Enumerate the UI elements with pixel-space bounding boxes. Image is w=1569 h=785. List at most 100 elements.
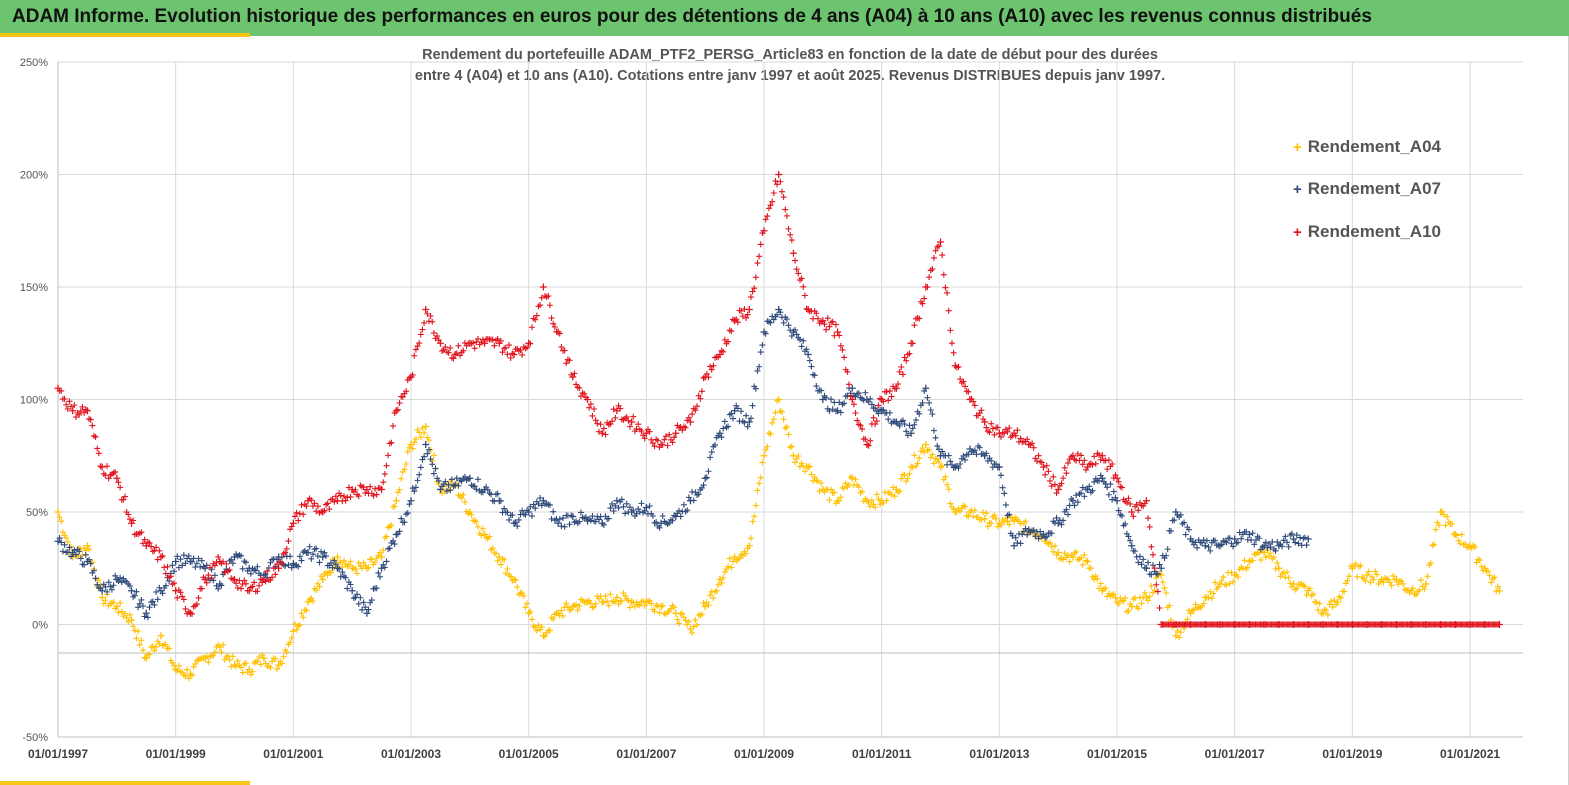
data-point bbox=[701, 474, 709, 482]
data-point bbox=[1146, 523, 1153, 530]
data-point bbox=[504, 566, 511, 573]
data-point bbox=[218, 582, 225, 589]
data-point bbox=[829, 406, 836, 413]
data-point bbox=[651, 608, 658, 615]
data-point bbox=[383, 558, 390, 565]
data-point bbox=[182, 673, 189, 680]
data-point bbox=[922, 384, 930, 392]
data-point bbox=[1091, 453, 1098, 460]
data-point bbox=[783, 212, 790, 219]
data-point bbox=[589, 412, 596, 419]
data-point bbox=[554, 328, 562, 336]
data-point bbox=[495, 553, 503, 561]
data-point bbox=[929, 266, 936, 273]
data-point bbox=[659, 602, 666, 609]
data-point bbox=[774, 181, 781, 188]
data-point bbox=[175, 564, 182, 571]
data-point bbox=[430, 452, 437, 459]
data-point bbox=[743, 550, 750, 557]
data-point bbox=[780, 194, 787, 201]
data-point bbox=[1104, 484, 1111, 491]
data-point bbox=[164, 563, 171, 570]
data-point bbox=[1017, 520, 1024, 527]
data-point bbox=[1194, 544, 1201, 551]
x-tick-label: 01/01/2019 bbox=[1322, 747, 1382, 761]
data-point bbox=[504, 509, 511, 516]
data-point bbox=[1363, 571, 1371, 579]
data-point bbox=[826, 497, 833, 504]
data-point bbox=[216, 643, 224, 651]
data-point bbox=[481, 531, 489, 538]
data-point bbox=[242, 559, 249, 566]
data-point bbox=[551, 323, 558, 330]
data-point bbox=[333, 553, 341, 561]
data-point bbox=[156, 547, 163, 554]
data-point bbox=[522, 604, 529, 611]
data-point bbox=[818, 387, 825, 394]
data-point bbox=[940, 271, 947, 278]
data-point bbox=[1230, 543, 1237, 550]
data-point bbox=[1098, 452, 1106, 460]
data-point bbox=[427, 456, 434, 463]
data-point bbox=[728, 564, 735, 571]
data-point bbox=[998, 522, 1004, 529]
data-point bbox=[1185, 526, 1192, 533]
data-point bbox=[1290, 535, 1298, 543]
data-point bbox=[528, 324, 535, 331]
data-point bbox=[1069, 553, 1077, 561]
data-point bbox=[1125, 607, 1132, 614]
data-point bbox=[68, 553, 75, 560]
data-point bbox=[798, 275, 805, 282]
data-point bbox=[1145, 515, 1152, 522]
data-point bbox=[416, 429, 423, 436]
data-point bbox=[1272, 547, 1279, 554]
data-point bbox=[796, 336, 803, 343]
data-point bbox=[777, 309, 784, 316]
data-point bbox=[657, 603, 665, 610]
banner-title: ADAM Informe. Evolution historique des p… bbox=[12, 6, 1372, 27]
data-point bbox=[848, 384, 856, 392]
data-point bbox=[872, 421, 879, 428]
data-point bbox=[138, 637, 145, 644]
data-point bbox=[275, 661, 283, 669]
data-point bbox=[913, 417, 920, 424]
data-point bbox=[1145, 559, 1152, 566]
data-point bbox=[1319, 609, 1327, 617]
data-point bbox=[798, 343, 805, 350]
data-point bbox=[630, 507, 637, 514]
data-point bbox=[870, 414, 877, 421]
data-point bbox=[118, 608, 125, 615]
data-point bbox=[83, 407, 91, 415]
data-point bbox=[873, 491, 880, 498]
data-point bbox=[1245, 531, 1253, 538]
data-point bbox=[991, 431, 998, 438]
data-point bbox=[916, 410, 923, 417]
data-point bbox=[1241, 557, 1248, 564]
data-point bbox=[834, 328, 842, 336]
data-point bbox=[1004, 518, 1011, 525]
data-point bbox=[646, 428, 653, 435]
data-point bbox=[841, 485, 848, 492]
data-point bbox=[978, 516, 985, 523]
data-point bbox=[153, 588, 160, 595]
data-point bbox=[363, 564, 371, 572]
data-point bbox=[1073, 492, 1080, 499]
data-point bbox=[1002, 501, 1009, 508]
data-point bbox=[1337, 594, 1344, 601]
data-point bbox=[1065, 460, 1072, 467]
data-point bbox=[846, 381, 853, 388]
data-point bbox=[1471, 543, 1478, 550]
data-point bbox=[824, 315, 831, 322]
data-point bbox=[502, 344, 509, 351]
data-point bbox=[814, 315, 821, 322]
data-point bbox=[141, 536, 148, 543]
data-point bbox=[313, 545, 320, 552]
data-point bbox=[287, 639, 294, 646]
data-point bbox=[837, 342, 844, 349]
data-point bbox=[189, 611, 196, 618]
data-point bbox=[1051, 542, 1058, 549]
data-point bbox=[504, 351, 511, 358]
data-point bbox=[399, 393, 406, 400]
data-point bbox=[1156, 561, 1163, 568]
data-point bbox=[1249, 530, 1256, 537]
